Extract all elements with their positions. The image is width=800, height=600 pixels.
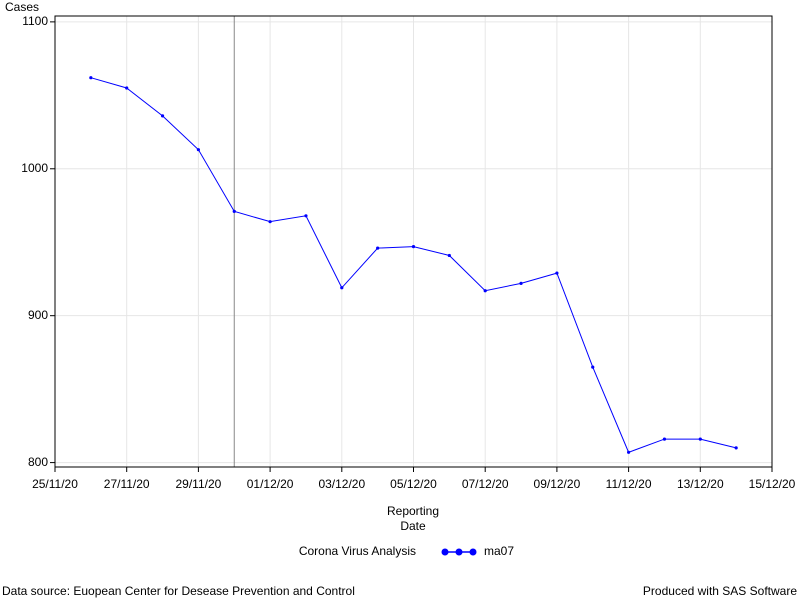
y-tick-label: 1100 [22, 14, 48, 28]
x-tick-label: 27/11/20 [104, 477, 150, 491]
x-tick-label: 15/12/20 [749, 477, 796, 491]
point [627, 450, 631, 454]
point [268, 220, 272, 224]
legend-label: ma07 [484, 544, 514, 558]
point [555, 271, 559, 275]
point [304, 214, 308, 218]
x-tick-label: 13/12/20 [677, 477, 724, 491]
point [519, 281, 523, 285]
point [89, 76, 93, 80]
legend-marker [455, 548, 463, 556]
legend-marker [469, 548, 477, 556]
x-tick-label: 11/12/20 [606, 477, 652, 491]
point [160, 114, 165, 118]
x-tick-label: 07/12/20 [462, 477, 509, 491]
point [340, 286, 344, 290]
point [125, 86, 129, 90]
point [591, 365, 595, 369]
x-tick-label: 25/11/20 [32, 477, 78, 491]
legend-title: Corona Virus Analysis [299, 544, 416, 558]
point [232, 209, 236, 213]
point [376, 246, 380, 250]
plot-frame [54, 15, 773, 468]
x-tick-label: 01/12/20 [247, 477, 294, 491]
point [483, 289, 487, 293]
x-tick-label: 03/12/20 [318, 477, 365, 491]
x-tick-label: 29/11/20 [175, 477, 221, 491]
x-tick-label: 09/12/20 [534, 477, 581, 491]
point [196, 148, 200, 152]
point [447, 253, 451, 258]
y-tick-label: 900 [28, 308, 48, 322]
legend-marker [441, 548, 449, 556]
footnote-right: Produced with SAS Software [643, 584, 797, 598]
x-tick-label: 05/12/20 [390, 477, 437, 491]
x-axis-label: Reporting Date [386, 504, 440, 533]
y-axis-label: Cases [5, 0, 39, 14]
y-tick-label: 1000 [21, 161, 48, 175]
point [734, 446, 738, 450]
point [698, 437, 702, 441]
footnote-left: Data source: Euopean Center for Desease … [2, 584, 355, 598]
point [411, 245, 416, 249]
y-tick-label: 800 [28, 455, 48, 469]
point [662, 437, 667, 441]
